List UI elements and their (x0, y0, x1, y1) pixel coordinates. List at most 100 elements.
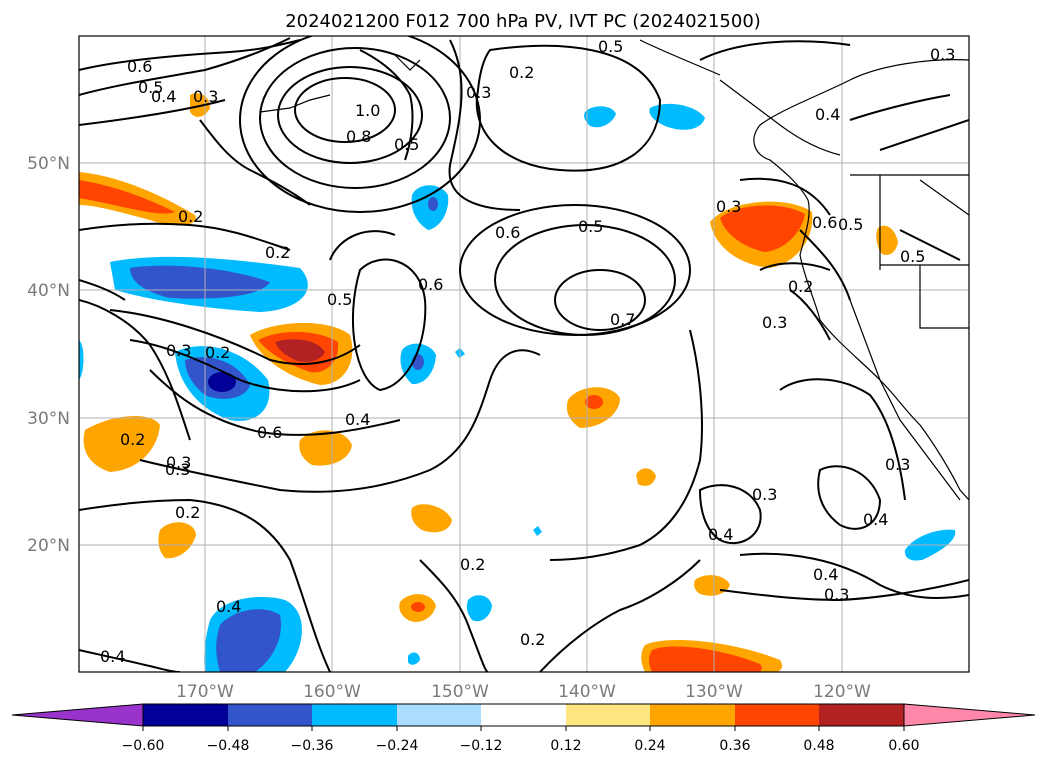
colorbar-bin (397, 704, 481, 726)
colorbar-blocks (11, 703, 1036, 731)
contour-label: 0.6 (812, 213, 837, 232)
lon-label: 170°W (176, 682, 234, 702)
colorbar-extend-low (11, 703, 144, 727)
colorbar-outline (142, 703, 905, 727)
positive-anomaly-core (79, 180, 175, 214)
colorbar-tick-label: −0.12 (460, 738, 503, 754)
contour-label: 0.3 (885, 455, 910, 474)
negative-anomaly-patch (79, 340, 84, 380)
negative-anomaly-patch (408, 652, 420, 665)
contour-label: 0.4 (345, 410, 370, 429)
contour-label: 0.3 (165, 460, 190, 479)
positive-anomaly-patch (299, 430, 352, 466)
contour-label: 0.3 (166, 453, 191, 472)
contour-label: 0.4 (100, 647, 125, 666)
contour-labels: 0.6 0.5 0.4 0.3 0.2 1.0 0.8 0.5 0.3 0.2 … (100, 37, 955, 666)
colorbar-tick-label: −0.60 (122, 738, 165, 754)
contour-label: 0.2 (178, 207, 203, 226)
colorbar-bin (819, 704, 904, 726)
lat-label: 50°N (27, 154, 70, 174)
positive-anomaly-core (411, 602, 425, 612)
contour-label: 0.7 (610, 310, 635, 329)
map-frame (78, 35, 970, 673)
colorbar-bin (312, 704, 397, 726)
colorbar-bin (481, 704, 566, 726)
lon-label: 160°W (303, 682, 361, 702)
negative-anomaly-patch (466, 595, 492, 622)
coastlines (259, 39, 969, 501)
contour-label: 0.3 (716, 197, 741, 216)
positive-anomaly-patch (411, 504, 452, 533)
colorbar-tick-label: 0.48 (803, 738, 834, 754)
contour-label: 0.2 (520, 630, 545, 649)
lon-label: 140°W (558, 682, 616, 702)
colorbar-tick-label: 0.12 (550, 738, 581, 754)
contour-label: 0.3 (166, 341, 191, 360)
contour-label: 0.3 (762, 313, 787, 332)
colorbar-tick-label: −0.36 (291, 738, 334, 754)
negative-anomaly-patch (533, 526, 542, 536)
contour-label: 0.4 (813, 565, 838, 584)
negative-anomaly-core (208, 372, 236, 392)
contour-label: 0.5 (138, 78, 163, 97)
contour-label: 0.4 (815, 105, 840, 124)
contour-label: 0.6 (257, 423, 282, 442)
colorbar-bin (228, 704, 312, 726)
contour-label: 0.3 (930, 45, 955, 64)
contour-label: 0.6 (127, 57, 152, 76)
contour-label: 0.5 (598, 37, 623, 56)
negative-anomaly-patch (584, 106, 616, 128)
contour-label: 0.3 (193, 87, 218, 106)
positive-anomaly-patch (876, 225, 898, 255)
colorbar-bin (735, 704, 819, 726)
contour-label: 0.3 (824, 585, 849, 604)
latitude-labels: 50°N 40°N 30°N 20°N (27, 154, 70, 556)
contour-label: 0.6 (495, 223, 520, 242)
lon-label: 130°W (685, 682, 743, 702)
contour-label: 0.2 (120, 430, 145, 449)
contour-label: 0.2 (509, 63, 534, 82)
positive-anomaly-patch (636, 468, 656, 486)
contour-label: 0.4 (708, 525, 733, 544)
colorbar-tick-label: 0.24 (634, 738, 665, 754)
colorbar-extend-high (903, 703, 1036, 727)
contour-label: 0.5 (900, 247, 925, 266)
contour-label: 0.5 (838, 215, 863, 234)
negative-anomaly-patch (649, 103, 705, 130)
contour-label: 0.6 (418, 275, 443, 294)
contour-label: 0.8 (346, 127, 371, 146)
colorbar-tick-label: 0.60 (888, 738, 919, 754)
map-panel: 0.6 0.5 0.4 0.3 0.2 1.0 0.8 0.5 0.3 0.2 … (27, 35, 970, 702)
longitude-labels: 170°W 160°W 150°W 140°W 130°W 120°W (176, 682, 871, 702)
contour-label: 0.2 (460, 555, 485, 574)
filled-anomaly-layer (79, 93, 956, 672)
colorbar-bin (566, 704, 650, 726)
contour-label: 0.2 (205, 343, 230, 362)
colorbar-bin (650, 704, 735, 726)
colorbar-tick-label: −0.48 (207, 738, 250, 754)
lon-label: 150°W (431, 682, 489, 702)
positive-anomaly-patch (83, 415, 160, 472)
positive-anomaly-core (275, 339, 325, 362)
lon-label: 120°W (813, 682, 871, 702)
pv-contours (79, 36, 969, 672)
lat-label: 30°N (27, 409, 70, 429)
contour-label: 0.2 (788, 277, 813, 296)
figure-title: 2024021200 F012 700 hPa PV, IVT PC (2024… (285, 11, 761, 32)
contour-label: 0.5 (394, 135, 419, 154)
contour-label: 0.3 (752, 485, 777, 504)
contour-label: 0.4 (216, 597, 241, 616)
positive-anomaly-core (585, 395, 603, 409)
colorbar-tick-label: −0.24 (376, 738, 419, 754)
colorbar-ticks: −0.60 −0.48 −0.36 −0.24 −0.12 0.12 0.24 … (122, 738, 920, 754)
positive-anomaly-core (720, 205, 805, 252)
contour-label: 0.3 (466, 83, 491, 102)
negative-anomaly-core (216, 609, 281, 672)
contour-label: 1.0 (355, 101, 380, 120)
colorbar: −0.60 −0.48 −0.36 −0.24 −0.12 0.12 0.24 … (11, 703, 1036, 754)
contour-label: 0.2 (175, 503, 200, 522)
positive-anomaly-patch (158, 522, 196, 559)
contour-label: 0.5 (327, 290, 352, 309)
contour-label: 0.4 (863, 510, 888, 529)
